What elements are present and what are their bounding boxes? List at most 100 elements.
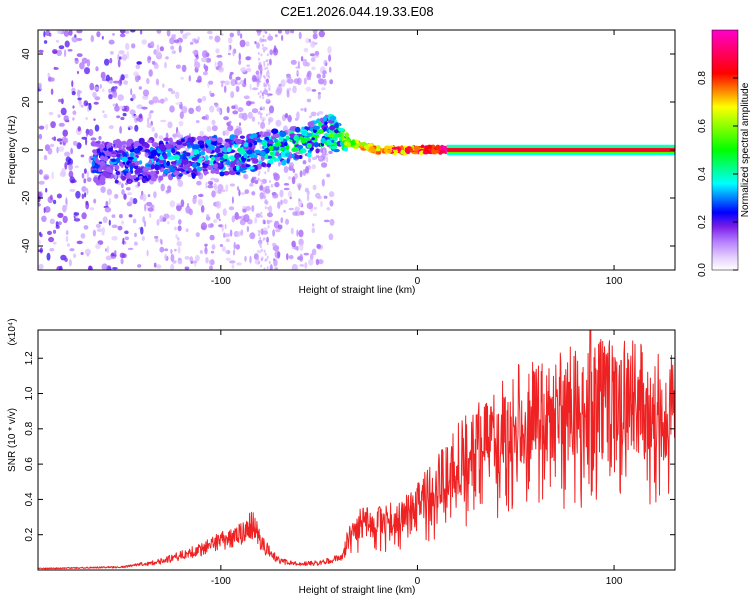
noise-blob: [283, 183, 290, 186]
band-blob: [164, 137, 169, 142]
noise-blob: [52, 49, 58, 54]
spectrogram-y-label: Frequency (Hz): [7, 116, 18, 185]
noise-blob: [128, 127, 131, 131]
noise-blob: [104, 248, 107, 252]
noise-blob: [151, 126, 155, 132]
noise-blob: [101, 35, 104, 40]
noise-blob: [277, 251, 280, 259]
noise-blob: [83, 168, 87, 174]
noise-blob: [223, 116, 230, 121]
noise-blob: [71, 80, 74, 88]
noise-blob: [90, 35, 95, 43]
noise-blob: [72, 110, 77, 115]
noise-blob: [46, 252, 51, 261]
noise-blob: [175, 91, 180, 100]
noise-blob: [120, 116, 125, 121]
y-tick-label: 0.2: [24, 527, 35, 541]
noise-blob: [228, 37, 233, 44]
noise-blob: [180, 30, 184, 34]
noise-blob: [208, 80, 214, 85]
noise-blob: [148, 100, 155, 105]
band-blob: [247, 158, 251, 162]
noise-blob: [329, 79, 334, 85]
noise-blob: [114, 250, 117, 255]
noise-blob: [48, 236, 55, 243]
band-blob: [248, 166, 255, 170]
band-blob: [346, 141, 351, 148]
noise-blob: [231, 105, 236, 109]
noise-blob: [262, 119, 265, 123]
noise-blob: [103, 113, 108, 119]
noise-blob: [38, 195, 41, 203]
band-blob: [178, 159, 182, 164]
noise-blob: [119, 30, 126, 34]
noise-blob: [189, 41, 194, 45]
band-blob: [103, 156, 109, 162]
noise-blob: [313, 206, 317, 210]
band-blob: [293, 154, 300, 159]
noise-blob: [262, 96, 265, 100]
noise-blob: [274, 181, 280, 188]
noise-blob: [299, 253, 304, 262]
noise-blob: [65, 197, 68, 205]
noise-blob: [274, 34, 278, 38]
noise-blob: [315, 155, 320, 158]
band-blob: [108, 168, 113, 174]
noise-blob: [287, 176, 292, 180]
noise-blob: [153, 63, 159, 70]
noise-blob: [260, 228, 263, 232]
noise-blob: [50, 88, 54, 95]
colorbar-label: Normalized spectral amplitude: [740, 82, 750, 217]
band-blob: [93, 143, 100, 147]
band-blob: [171, 148, 176, 154]
band-blob: [409, 147, 414, 153]
noise-blob: [49, 218, 55, 225]
band-blob: [148, 159, 152, 165]
noise-blob: [153, 191, 157, 199]
noise-blob: [225, 184, 229, 193]
band-blob: [117, 150, 125, 154]
band-blob: [225, 159, 231, 166]
noise-blob: [106, 245, 110, 254]
noise-blob: [251, 191, 256, 196]
noise-blob: [254, 217, 258, 224]
noise-blob: [311, 89, 317, 92]
noise-blob: [184, 256, 190, 260]
noise-blob: [267, 212, 273, 218]
noise-blob: [79, 100, 82, 107]
noise-blob: [147, 117, 150, 125]
noise-blob: [290, 30, 295, 34]
noise-blob: [188, 75, 191, 82]
noise-blob: [211, 119, 216, 126]
noise-blob: [328, 150, 333, 155]
noise-blob: [131, 43, 136, 49]
noise-blob: [56, 138, 63, 142]
noise-blob: [226, 106, 230, 114]
noise-blob: [259, 95, 262, 99]
noise-blob: [43, 154, 48, 161]
noise-blob: [81, 57, 88, 64]
noise-blob: [95, 243, 101, 250]
noise-blob: [214, 35, 221, 43]
band-blob: [271, 128, 279, 134]
noise-blob: [86, 171, 89, 179]
band-blob: [163, 168, 169, 174]
noise-blob: [285, 218, 289, 225]
noise-blob: [138, 86, 142, 90]
band-blob: [291, 147, 299, 152]
noise-blob: [254, 179, 259, 185]
noise-blob: [232, 249, 236, 256]
noise-blob: [258, 242, 262, 247]
noise-blob: [230, 91, 235, 99]
noise-blob: [68, 163, 73, 171]
noise-blob: [291, 176, 296, 185]
noise-blob: [325, 62, 328, 67]
noise-blob: [73, 253, 77, 259]
noise-blob: [139, 194, 144, 200]
noise-blob: [234, 150, 238, 154]
noise-blob: [38, 125, 45, 130]
noise-blob: [142, 216, 146, 223]
noise-blob: [239, 79, 245, 85]
noise-blob: [266, 242, 269, 246]
noise-blob: [260, 39, 263, 43]
